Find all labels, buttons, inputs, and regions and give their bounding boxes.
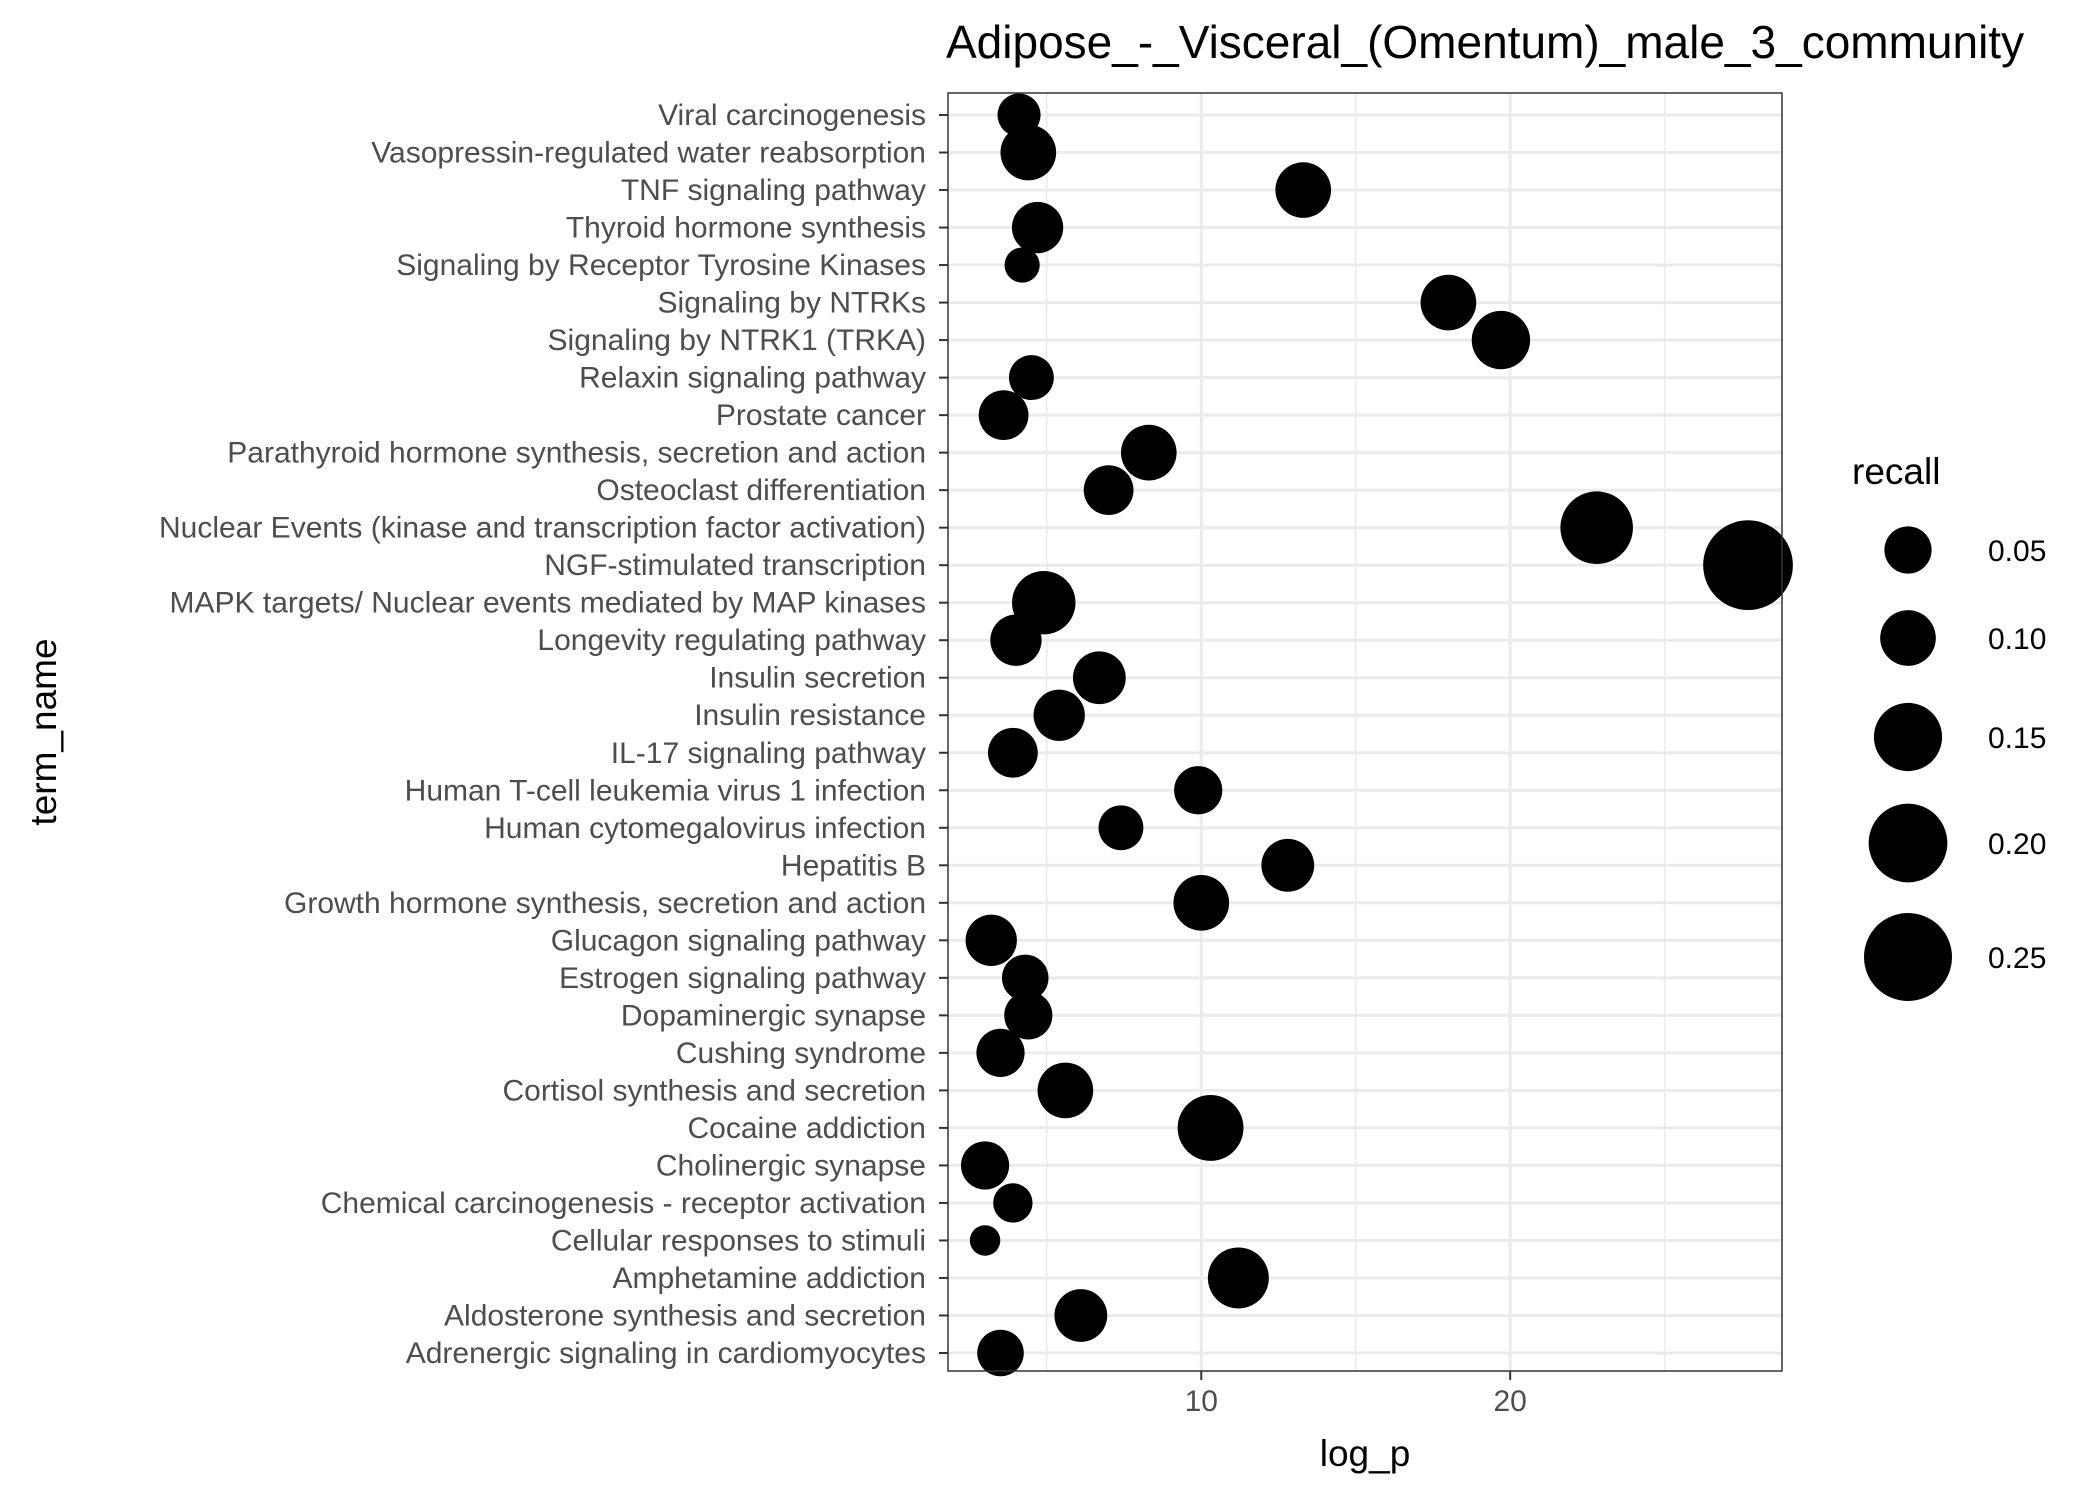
data-point [993,1183,1033,1223]
legend-key [1873,702,1943,772]
legend-label: 0.25 [1988,942,2046,975]
y-tick-label: Cocaine addiction [688,1112,927,1145]
data-point [1004,247,1040,283]
data-point [1037,1062,1094,1119]
data-point [969,1225,1001,1256]
y-axis: Viral carcinogenesis Vasopressin-regulate… [159,99,948,1370]
legend-title: recall [1852,451,1940,492]
chart-title: Adipose_-_Visceral_(Omentum)_male_3_comm… [946,16,2024,68]
y-tick-label: Estrogen signaling pathway [559,962,926,995]
y-tick-label: Dopaminergic synapse [621,999,926,1032]
y-tick-label: Hepatitis B [781,849,926,882]
y-tick-label: IL-17 signaling pathway [611,737,926,770]
legend-key [1868,803,1948,883]
data-point [978,390,1029,441]
panel-background [948,93,1782,1371]
data-point [1054,1289,1108,1342]
data-point [1177,1094,1244,1161]
y-tick-label: Osteoclast differentiation [596,474,926,507]
data-point [1001,954,1049,1002]
data-point [976,1028,1025,1077]
legend-label: 0.15 [1988,722,2046,755]
data-point [1008,355,1054,401]
data-point [960,1141,1010,1190]
y-tick-label: Longevity regulating pathway [537,624,926,657]
x-tick-label: 20 [1493,1385,1526,1418]
x-tick-label: 10 [1185,1385,1218,1418]
data-point [1083,465,1134,516]
y-tick-label: MAPK targets/ Nuclear events mediated by… [170,587,926,620]
points-layer [960,93,1793,1377]
data-point [1174,766,1223,815]
legend-key [1884,526,1932,574]
grid-layer [948,93,1782,1371]
y-tick-label: Signaling by Receptor Tyrosine Kinases [396,249,926,282]
data-point [987,727,1038,778]
data-point [1173,874,1230,931]
y-tick-label: Insulin secretion [709,662,926,695]
y-tick-label: Prostate cancer [716,399,926,432]
y-tick-label: TNF signaling pathway [621,174,926,207]
y-tick-label: Growth hormone synthesis, secretion and … [284,887,926,920]
y-tick-label: Aldosterone synthesis and secretion [444,1299,926,1332]
y-axis-title: term_name [23,638,64,825]
y-tick-label: Relaxin signaling pathway [579,362,926,395]
x-axis: 10 20 [1185,1371,1527,1418]
y-tick-label: Signaling by NTRKs [658,287,926,320]
data-point [1011,201,1064,254]
y-tick-label: Insulin resistance [694,699,926,732]
data-point [1000,124,1057,181]
data-point [1261,838,1315,892]
data-point [1471,310,1531,370]
legend-key [1880,610,1936,666]
data-point [1120,424,1177,481]
y-tick-label: Viral carcinogenesis [658,99,926,132]
data-point [965,914,1017,966]
y-tick-label: Nuclear Events (kinase and transcription… [159,512,926,545]
data-point [1033,689,1085,741]
y-tick-label: Parathyroid hormone synthesis, secretion… [227,437,926,470]
data-point [1275,162,1332,218]
data-point [1207,1247,1269,1309]
y-tick-label: NGF-stimulated transcription [544,549,926,582]
data-point [1560,491,1633,564]
y-tick-label: Signaling by NTRK1 (TRKA) [548,324,926,357]
panel-border [947,92,1783,1372]
x-axis-title: log_p [1320,1433,1411,1474]
legend-label: 0.10 [1988,623,2046,656]
data-point [1420,274,1477,331]
data-point [1098,805,1144,851]
data-point [977,1329,1024,1377]
data-point [990,614,1042,666]
data-point [1072,651,1126,705]
y-tick-label: Cholinergic synapse [656,1149,926,1182]
legend-label: 0.20 [1988,828,2046,861]
y-tick-label: Amphetamine addiction [612,1262,926,1295]
data-point [1004,991,1053,1040]
y-tick-label: Cellular responses to stimuli [551,1224,926,1257]
y-tick-label: Cortisol synthesis and secretion [502,1074,926,1107]
y-tick-label: Cushing syndrome [676,1037,926,1070]
data-point [1703,520,1793,611]
legend: recall 0.05 0.10 0.15 0.20 0.25 [1852,451,2046,1001]
y-tick-label: Thyroid hormone synthesis [566,212,926,245]
y-tick-label: Human T-cell leukemia virus 1 infection [405,774,926,807]
y-tick-label: Chemical carcinogenesis - receptor activ… [321,1187,926,1220]
y-tick-label: Human cytomegalovirus infection [484,812,926,845]
y-tick-label: Glucagon signaling pathway [551,924,926,957]
legend-label: 0.05 [1988,535,2046,568]
y-tick-label: Vasopressin-regulated water reabsorption [371,137,926,170]
legend-key [1864,913,1952,1001]
y-tick-label: Adrenergic signaling in cardiomyocytes [406,1337,926,1370]
